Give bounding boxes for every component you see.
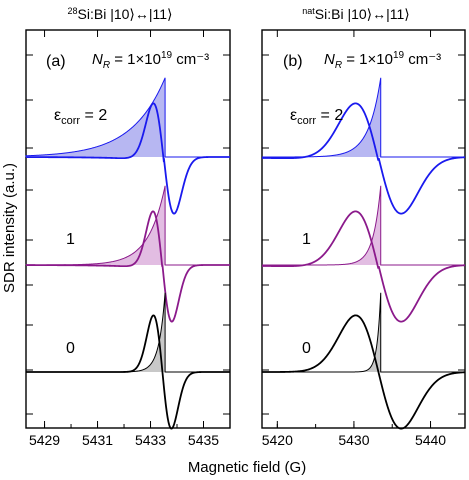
distribution-fill — [26, 185, 166, 265]
x-tick-label: 5435 — [188, 432, 219, 448]
panel-b-density-prefix: N — [324, 51, 335, 68]
panel-b-title-main: Si:Bi |10⟩↔|11⟩ — [315, 6, 410, 22]
series-label: εcorr = 2 — [54, 107, 107, 127]
distribution-fill — [26, 292, 166, 372]
distribution-outline — [262, 77, 465, 158]
series-line — [26, 314, 230, 430]
panel-a-title: 28Si:Bi |10⟩↔|11⟩ — [68, 6, 173, 22]
panel-a-density-prefix: N — [92, 51, 103, 68]
distribution-outline — [25, 77, 230, 158]
panel-b-density-mid: = 1×10 — [342, 51, 393, 68]
distribution-outline — [25, 185, 230, 266]
series-label: 1 — [302, 231, 311, 248]
panel-b-density-unit: cm⁻³ — [404, 51, 441, 68]
series-line — [262, 102, 466, 215]
distribution-outline — [26, 292, 230, 373]
x-tick-label: 5430 — [338, 432, 369, 448]
series-label: 0 — [302, 340, 311, 357]
panel-b-label: (b) — [283, 53, 303, 70]
panel-b-density-exp: 19 — [393, 50, 405, 61]
series-line — [262, 314, 466, 430]
y-axis-label: SDR intensity (a.u.) — [1, 163, 18, 293]
distribution-fill — [262, 292, 381, 372]
plot-frame — [25, 29, 231, 429]
distribution-fill — [26, 77, 166, 157]
series-label: 1 — [66, 231, 75, 248]
panel-b-plot-area: 5420 5430 5440 εcorr = 2 1 0 — [261, 29, 466, 448]
plot-frame — [261, 29, 466, 429]
x-tick-label: 5420 — [262, 432, 293, 448]
series-line — [26, 102, 230, 215]
series-line — [262, 210, 466, 323]
distribution-outline — [262, 185, 465, 266]
x-tick-label: 5433 — [135, 432, 166, 448]
distribution-fill — [262, 77, 381, 157]
panel-b-density-annotation: NR = 1×1019 cm⁻³ — [324, 50, 441, 71]
distribution-fill — [262, 185, 381, 265]
x-tick-label: 5429 — [29, 432, 60, 448]
panel-b-title: natSi:Bi |10⟩↔|11⟩ — [302, 6, 410, 22]
panel-a-density-annotation: NR = 1×1019 cm⁻³ — [92, 50, 209, 71]
panel-b-title-iso: nat — [302, 6, 315, 16]
panel-a: 28Si:Bi |10⟩↔|11⟩ 5429 5431 5433 5435 εcorr … — [25, 6, 231, 448]
panel-a-title-main: Si:Bi |10⟩↔|11⟩ — [78, 6, 173, 22]
series-line — [25, 210, 230, 323]
x-axis-label: Magnetic field (G) — [188, 459, 306, 476]
series-label: εcorr = 2 — [290, 107, 343, 127]
series-label: 0 — [66, 340, 75, 357]
panel-a-density-mid: = 1×10 — [110, 51, 161, 68]
panel-a-plot-area: 5429 5431 5433 5435 εcorr = 2 1 0 — [25, 29, 231, 448]
panel-a-label: (a) — [46, 53, 66, 70]
x-tick-label: 5431 — [82, 432, 113, 448]
panel-a-density-unit: cm⁻³ — [172, 51, 209, 68]
x-tick-label: 5440 — [415, 432, 446, 448]
panel-b-density-sub: R — [335, 60, 342, 71]
panel-a-density-sub: R — [103, 60, 110, 71]
panel-b: natSi:Bi |10⟩↔|11⟩ 5420 5430 5440 εcorr = 2… — [261, 6, 466, 448]
panel-a-density-exp: 19 — [161, 50, 173, 61]
distribution-outline — [262, 292, 465, 373]
panel-a-title-iso: 28 — [68, 6, 78, 16]
